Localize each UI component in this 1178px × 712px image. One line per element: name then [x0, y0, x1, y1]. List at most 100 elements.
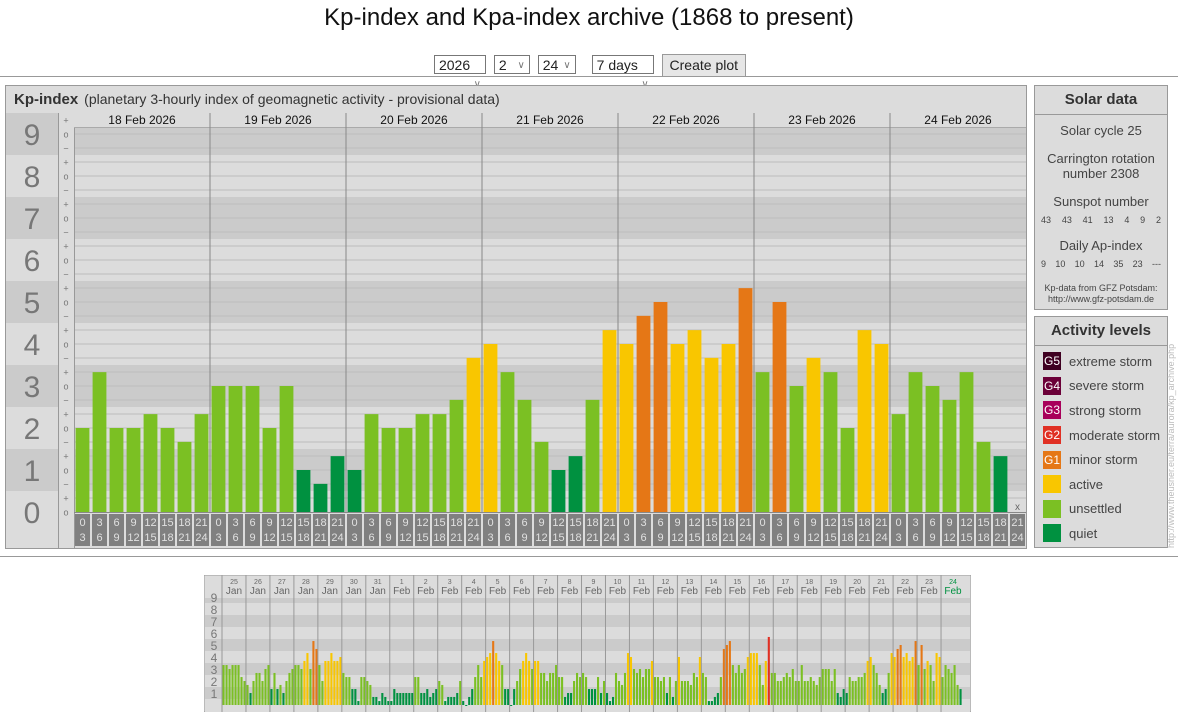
kp-bar	[143, 414, 158, 512]
band-label-bg	[6, 197, 58, 239]
kp-bar	[707, 701, 710, 705]
kp-bar	[432, 414, 447, 512]
kp-bar	[582, 672, 585, 705]
hour-end: 15	[824, 532, 836, 544]
hour-label-bg	[432, 514, 447, 546]
kp-bar	[614, 672, 618, 705]
missing-mark: x	[1015, 502, 1020, 513]
hour-start: 15	[569, 517, 581, 529]
hour-end: 18	[841, 532, 853, 544]
y-tick-label: 1	[211, 687, 218, 701]
day-number: 24	[949, 579, 957, 586]
month-label: Feb	[657, 586, 675, 597]
hour-start: 21	[1011, 517, 1023, 529]
hour-label-bg	[143, 514, 158, 546]
kp-bar	[851, 681, 854, 705]
hour-label-bg	[925, 514, 940, 546]
kp-bar	[423, 693, 426, 705]
hour-start: 6	[929, 517, 935, 529]
day-number: 12	[662, 579, 670, 586]
kp-bar	[366, 681, 369, 705]
y-tick-label: 4	[211, 651, 218, 665]
kp-bar	[704, 357, 719, 512]
kp-bar	[728, 641, 731, 705]
hour-start: 0	[487, 517, 493, 529]
value-0: 43	[1041, 215, 1052, 225]
y-tick-label: 7	[24, 203, 41, 236]
kp-bar	[836, 693, 839, 705]
hour-start: 9	[402, 517, 408, 529]
kp-bar	[976, 441, 991, 512]
kp-bar	[177, 441, 192, 512]
kp-bar	[555, 665, 558, 705]
sign-label: −	[63, 396, 68, 406]
month-label: Feb	[585, 586, 603, 597]
source-link[interactable]: http://www.gfz-potsdam.de	[1047, 294, 1155, 304]
kp-bar	[408, 693, 411, 705]
date-header-bg	[74, 113, 1026, 127]
kp-bar	[228, 669, 231, 705]
kp-bar	[824, 669, 827, 705]
hour-label-bg	[126, 514, 141, 546]
hour-start: 18	[994, 517, 1006, 529]
kp-bar	[378, 701, 381, 705]
kp-bar	[438, 681, 441, 705]
hour-end: 3	[215, 532, 221, 544]
kp-bar	[905, 653, 908, 705]
hour-start: 6	[385, 517, 391, 529]
kp-bar	[468, 696, 471, 705]
kp-bar	[296, 470, 311, 512]
day-number: 19	[829, 579, 837, 586]
y-tick-label: 6	[24, 245, 41, 278]
kp-bar	[459, 681, 462, 705]
create-plot-button[interactable]: Create plot	[661, 54, 747, 77]
kp-bar	[823, 372, 838, 512]
hour-end: 24	[875, 532, 887, 544]
kp-bar	[576, 672, 579, 705]
kp-bar	[890, 653, 893, 705]
kp-bar	[466, 357, 481, 512]
kp-bar	[312, 641, 315, 705]
kp-bar	[456, 693, 459, 705]
value-5: 23	[1132, 259, 1143, 269]
kp-bar	[564, 696, 567, 705]
sign-label: o	[63, 172, 68, 182]
hour-end: 12	[943, 532, 955, 544]
day-select[interactable]: 24 ∨	[537, 55, 576, 74]
kp-bar	[710, 701, 713, 705]
kp-bar	[932, 681, 935, 705]
kp-bar	[270, 689, 273, 705]
hour-label-bg	[92, 514, 107, 546]
day-number: 2	[424, 579, 428, 586]
kp-bar	[599, 693, 603, 705]
hour-end: 18	[705, 532, 717, 544]
month-select[interactable]: 2 ∨	[493, 55, 530, 74]
hour-label-bg	[959, 514, 974, 546]
y-tick-label: 5	[211, 639, 218, 653]
year-select[interactable]: 2026∨	[433, 55, 486, 90]
kp-bar	[522, 660, 525, 705]
day-value: 24	[542, 57, 559, 73]
hour-label-bg	[823, 514, 838, 546]
hour-end: 9	[113, 532, 119, 544]
kp-bar	[695, 677, 698, 705]
range-select[interactable]: 7 days∨	[591, 55, 654, 90]
kp-bar	[160, 428, 175, 512]
sign-label: o	[63, 130, 68, 140]
hour-label-bg	[738, 514, 753, 546]
kp-bar	[573, 681, 576, 705]
kp-bar	[237, 665, 240, 705]
kp-bar	[390, 701, 393, 705]
kp-bar	[498, 660, 501, 705]
panel-title: Kp-index	[14, 91, 79, 108]
kp-bar	[650, 660, 654, 705]
kp-bar	[848, 677, 851, 705]
kp-bar	[500, 372, 515, 512]
kp-bar	[659, 681, 663, 705]
kp-bar	[833, 669, 836, 705]
kp-bar	[276, 689, 279, 705]
month-label: Feb	[825, 586, 843, 597]
band-label-bg	[6, 281, 58, 323]
kp-bar	[767, 636, 770, 705]
hour-label-bg	[772, 514, 787, 546]
